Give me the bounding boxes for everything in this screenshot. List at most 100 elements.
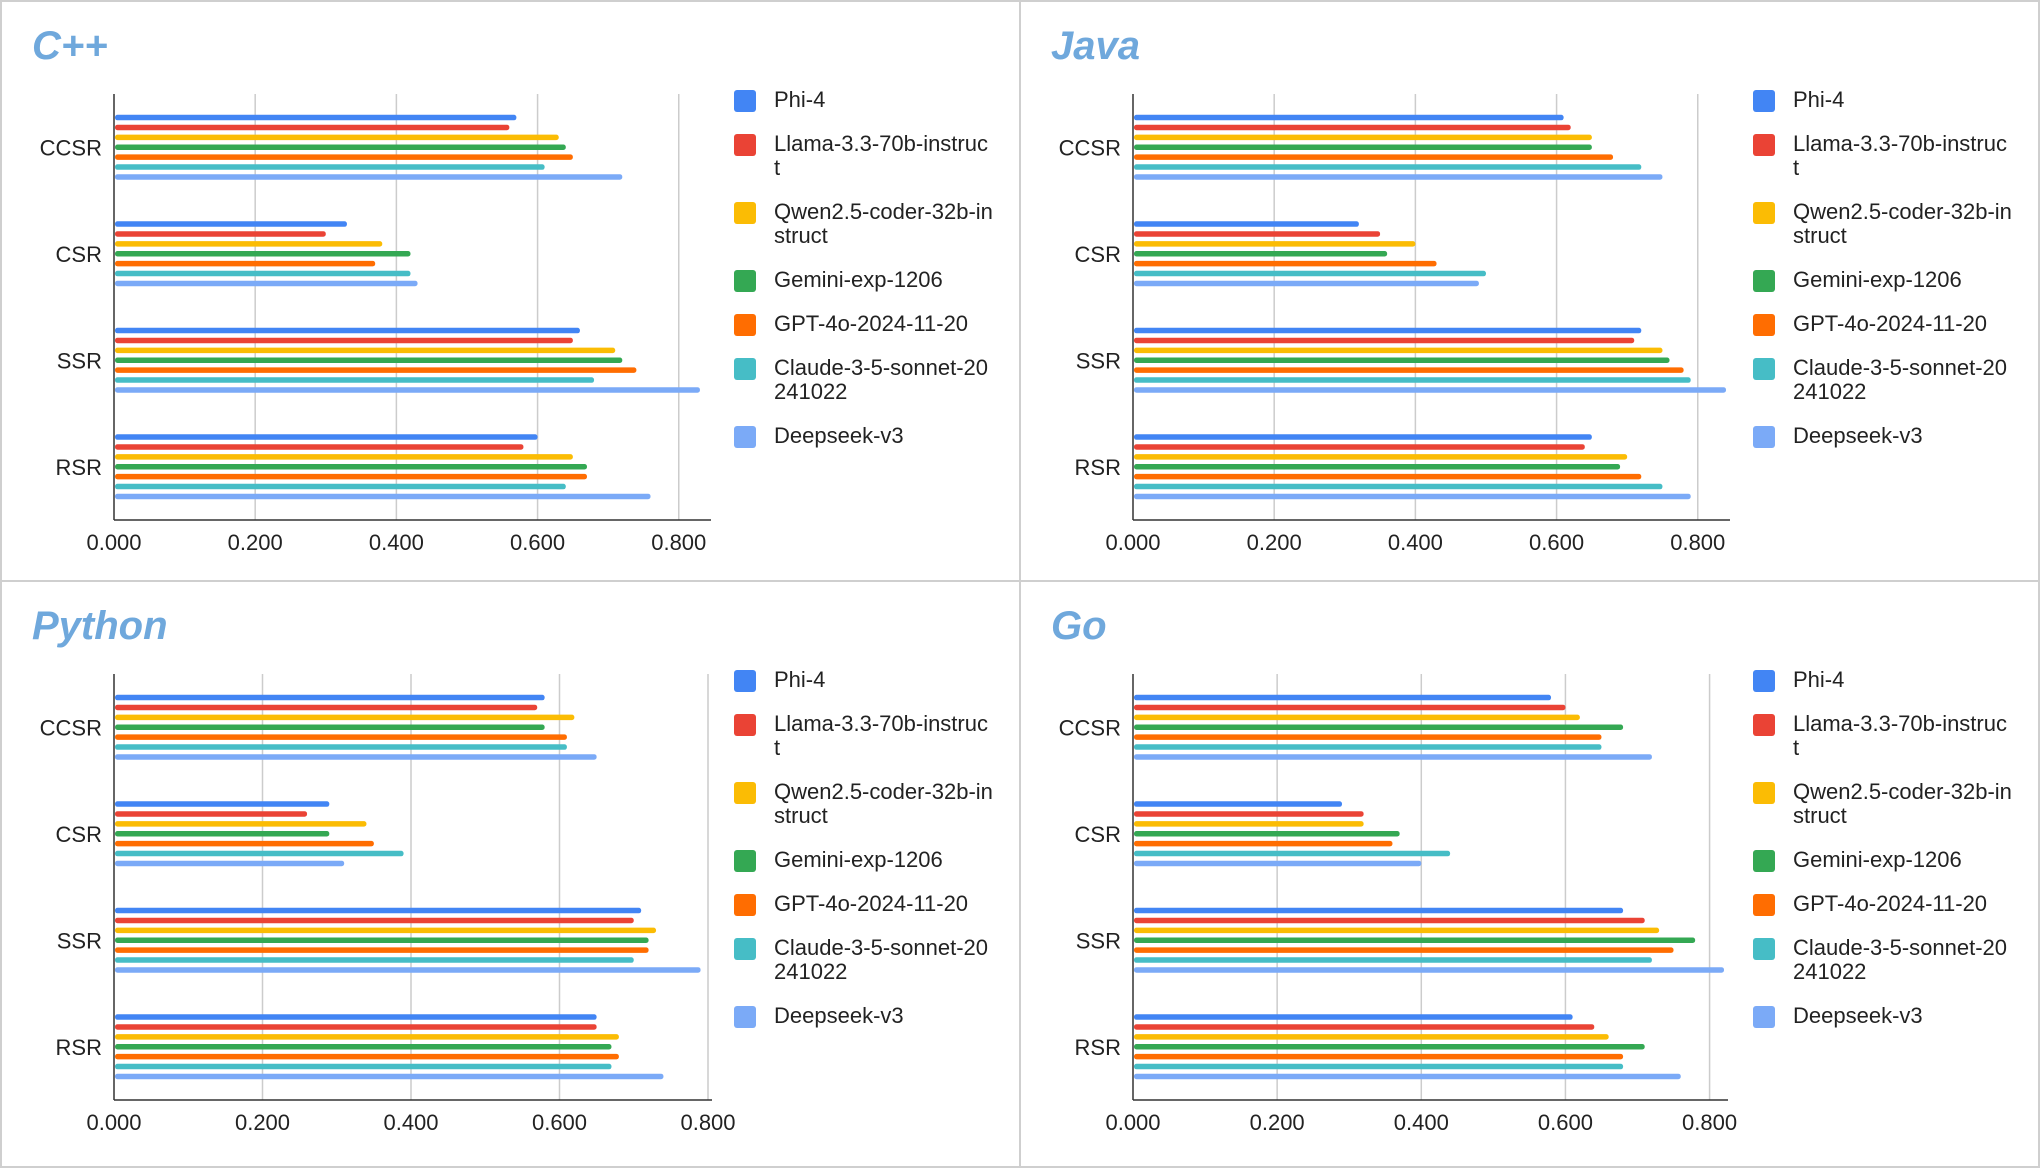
bar-ssr-gemini-exp-1206 bbox=[1134, 357, 1670, 363]
bar-ccsr-qwen2-5-coder-32b-instruct bbox=[1134, 714, 1580, 721]
bar-csr-claude-3-5-sonnet-20241022 bbox=[1134, 850, 1451, 857]
bar-ssr-gemini-exp-1206 bbox=[115, 357, 623, 363]
bar-chart-svg: 0.000 0.200 0.400 0.600 0.800 CCSR CSR SSR RSR bbox=[1059, 674, 1737, 1135]
legend-swatch bbox=[1753, 782, 1775, 804]
bar-rsr-deepseek-v3 bbox=[1134, 493, 1691, 500]
bar-rsr-qwen2-5-coder-32b-instruct bbox=[1134, 454, 1628, 460]
bar-ccsr-deepseek-v3 bbox=[115, 754, 597, 760]
chart-panel-c-: C++ 0.000 0.200 0.400 0.600 0.800 CCSR CSR SSR RS… bbox=[0, 0, 1021, 582]
legend-swatch bbox=[1753, 134, 1775, 156]
bar-csr-claude-3-5-sonnet-20241022 bbox=[115, 850, 404, 857]
legend-label: Claude-3-5-sonnet-20241022 bbox=[774, 355, 989, 404]
legend-swatch bbox=[734, 938, 756, 960]
bar-csr-gpt-4o-2024-11-20 bbox=[1134, 260, 1437, 267]
x-tick-label: 0.600 bbox=[1529, 530, 1584, 555]
bar-csr-gemini-exp-1206 bbox=[115, 251, 411, 257]
bar-csr-llama-3-3-70b-instruct bbox=[115, 231, 326, 237]
x-tick-label: 0.800 bbox=[651, 530, 706, 555]
legend-swatch bbox=[1753, 202, 1775, 224]
category-label: SSR bbox=[1076, 928, 1121, 953]
bar-ccsr-claude-3-5-sonnet-20241022 bbox=[115, 164, 545, 170]
legend-swatch bbox=[734, 202, 756, 224]
legend-item: Qwen2.5-coder-32b-instruct bbox=[734, 200, 994, 248]
bar-rsr-gpt-4o-2024-11-20 bbox=[115, 473, 587, 480]
legend-label: Claude-3-5-sonnet-20241022 bbox=[1793, 935, 2008, 984]
bar-ssr-deepseek-v3 bbox=[1134, 387, 1726, 393]
legend-label: GPT-4o-2024-11-20 bbox=[774, 891, 969, 916]
legend-item: Llama-3.3-70b-instruct bbox=[1753, 132, 2013, 180]
legend-item: Deepseek-v3 bbox=[734, 1004, 994, 1028]
legend-item: Llama-3.3-70b-instruct bbox=[734, 712, 994, 760]
legend-label: Gemini-exp-1206 bbox=[774, 847, 943, 872]
x-tick-label: 0.200 bbox=[228, 530, 283, 555]
bar-csr-qwen2-5-coder-32b-instruct bbox=[1134, 241, 1416, 247]
bar-ssr-llama-3-3-70b-instruct bbox=[115, 917, 634, 924]
bar-rsr-gemini-exp-1206 bbox=[1134, 464, 1621, 470]
x-tick-label: 0.200 bbox=[1247, 530, 1302, 555]
bar-ccsr-llama-3-3-70b-instruct bbox=[1134, 124, 1571, 131]
bar-ccsr-deepseek-v3 bbox=[1134, 754, 1652, 760]
bar-ccsr-phi-4 bbox=[115, 114, 517, 121]
bar-ssr-llama-3-3-70b-instruct bbox=[1134, 917, 1645, 924]
bar-ssr-qwen2-5-coder-32b-instruct bbox=[1134, 927, 1660, 934]
x-tick-label: 0.800 bbox=[680, 1110, 735, 1135]
bar-rsr-phi-4 bbox=[115, 434, 538, 440]
bar-ssr-claude-3-5-sonnet-20241022 bbox=[1134, 377, 1691, 383]
legend-label: Deepseek-v3 bbox=[1793, 423, 1923, 448]
legend-item: Llama-3.3-70b-instruct bbox=[1753, 712, 2013, 760]
legend-item: Claude-3-5-sonnet-20241022 bbox=[1753, 356, 2013, 404]
bar-rsr-llama-3-3-70b-instruct bbox=[115, 1024, 597, 1030]
bar-ssr-claude-3-5-sonnet-20241022 bbox=[1134, 957, 1652, 963]
legend-label: Qwen2.5-coder-32b-instruct bbox=[1793, 779, 2012, 828]
x-tick-label: 0.600 bbox=[1538, 1110, 1593, 1135]
category-label: CSR bbox=[56, 242, 102, 267]
legend-label: Qwen2.5-coder-32b-instruct bbox=[1793, 199, 2012, 248]
category-label: CCSR bbox=[1059, 135, 1121, 160]
bar-ccsr-qwen2-5-coder-32b-instruct bbox=[115, 714, 575, 721]
legend-item: GPT-4o-2024-11-20 bbox=[1753, 892, 2013, 916]
bar-chart-svg: 0.000 0.200 0.400 0.600 0.800 CCSR CSR SSR RSR bbox=[40, 94, 711, 555]
chart-title: Go bbox=[1051, 604, 1107, 648]
category-label: CSR bbox=[56, 822, 102, 847]
bar-rsr-llama-3-3-70b-instruct bbox=[1134, 444, 1585, 450]
bar-csr-gemini-exp-1206 bbox=[1134, 831, 1400, 837]
bar-ssr-phi-4 bbox=[115, 327, 580, 334]
legend-swatch bbox=[734, 670, 756, 692]
legend-swatch bbox=[734, 90, 756, 112]
bar-csr-qwen2-5-coder-32b-instruct bbox=[115, 241, 383, 247]
legend-swatch bbox=[734, 358, 756, 380]
bar-ccsr-gpt-4o-2024-11-20 bbox=[1134, 154, 1614, 160]
legend-swatch bbox=[734, 134, 756, 156]
category-label: RSR bbox=[1075, 1035, 1121, 1060]
chart-panel-java: Java 0.000 0.200 0.400 0.600 0.800 CCSR CSR SSR R… bbox=[1019, 0, 2040, 582]
legend-item: Claude-3-5-sonnet-20241022 bbox=[734, 356, 994, 404]
bar-rsr-gemini-exp-1206 bbox=[115, 464, 587, 470]
legend-item: Qwen2.5-coder-32b-instruct bbox=[1753, 780, 2013, 828]
bar-rsr-llama-3-3-70b-instruct bbox=[1134, 1024, 1595, 1030]
chart-panel-python: Python 0.000 0.200 0.400 0.600 0.800 CCSR CSR SS… bbox=[0, 580, 1021, 1168]
chart-title: Java bbox=[1051, 24, 1140, 68]
legend-item: Qwen2.5-coder-32b-instruct bbox=[734, 780, 994, 828]
bar-rsr-phi-4 bbox=[115, 1014, 597, 1020]
legend-item: Deepseek-v3 bbox=[734, 424, 994, 448]
bar-csr-phi-4 bbox=[115, 801, 330, 807]
bar-ccsr-phi-4 bbox=[1134, 114, 1564, 121]
bar-csr-phi-4 bbox=[1134, 801, 1343, 807]
category-label: CCSR bbox=[1059, 715, 1121, 740]
bar-csr-claude-3-5-sonnet-20241022 bbox=[115, 270, 411, 277]
legend-item: GPT-4o-2024-11-20 bbox=[734, 892, 994, 916]
bar-csr-phi-4 bbox=[115, 221, 347, 227]
bar-ssr-gemini-exp-1206 bbox=[1134, 937, 1696, 943]
legend-swatch bbox=[1753, 894, 1775, 916]
bar-rsr-claude-3-5-sonnet-20241022 bbox=[1134, 1063, 1624, 1070]
x-tick-label: 0.400 bbox=[369, 530, 424, 555]
category-label: SSR bbox=[57, 928, 102, 953]
bar-ccsr-phi-4 bbox=[1134, 694, 1552, 701]
bar-ssr-gpt-4o-2024-11-20 bbox=[1134, 367, 1684, 373]
x-tick-label: 0.200 bbox=[1250, 1110, 1305, 1135]
bar-ccsr-gpt-4o-2024-11-20 bbox=[115, 154, 573, 160]
bar-ssr-deepseek-v3 bbox=[115, 967, 701, 973]
legend-label: Qwen2.5-coder-32b-instruct bbox=[774, 779, 993, 828]
legend-label: Deepseek-v3 bbox=[774, 1003, 904, 1028]
